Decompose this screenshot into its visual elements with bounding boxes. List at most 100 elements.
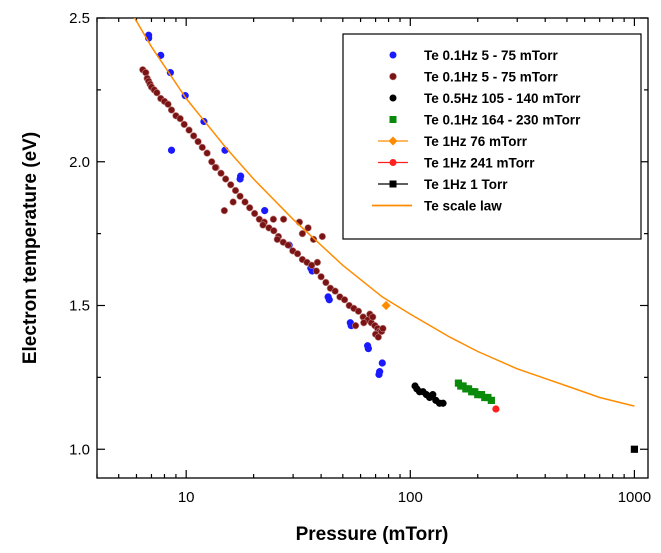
data-point: [237, 172, 245, 180]
legend-swatch: [389, 116, 397, 123]
data-point: [270, 227, 278, 235]
legend-swatch: [389, 159, 397, 166]
legend-label: Te 0.1Hz 5 - 75 mTorr: [424, 70, 559, 85]
data-point: [429, 391, 437, 399]
data-point: [231, 186, 240, 195]
legend-item: Te 1Hz 76 mTorr: [378, 134, 528, 149]
data-point: [208, 158, 216, 166]
data-point: [222, 175, 230, 183]
x-axis-title: Pressure (mTorr): [296, 524, 449, 545]
y-tick-label: 2.5: [69, 10, 90, 27]
data-point: [293, 250, 302, 258]
data-point: [203, 149, 211, 157]
data-point: [167, 106, 176, 114]
data-point: [198, 143, 206, 151]
tick-labels: 10 100 1000 1.0 1.5 2.0 2.5: [69, 10, 651, 506]
scale-law-line: [133, 18, 635, 407]
legend-item: Te 0.5Hz 105 - 140 mTorr: [389, 91, 581, 106]
legend-item: Te 0.1Hz 164 - 230 mTorr: [389, 113, 581, 128]
y-tick-label: 1.0: [69, 441, 90, 458]
data-point: [322, 278, 330, 287]
data-point: [229, 198, 237, 206]
series-7: [133, 18, 635, 407]
y-tick-label: 2.0: [69, 154, 90, 171]
series-5: [492, 405, 500, 413]
data-point: [284, 241, 292, 249]
data-point: [211, 163, 219, 172]
legend-item: Te 1Hz 241 mTorr: [378, 156, 535, 171]
legend-swatch: [389, 72, 397, 81]
series-4: [381, 300, 391, 311]
data-point: [227, 181, 235, 189]
data-point: [492, 405, 500, 413]
data-point: [360, 319, 368, 327]
data-point: [340, 296, 349, 304]
data-point: [241, 198, 249, 206]
data-point: [313, 258, 321, 266]
data-point: [318, 232, 326, 241]
data-point: [259, 221, 267, 229]
legend-swatch: [388, 136, 398, 146]
data-point: [298, 230, 306, 238]
legend-item: Te 0.1Hz 5 - 75 mTorr: [389, 70, 559, 85]
y-tick-label: 1.5: [69, 298, 90, 315]
data-point: [369, 313, 377, 321]
data-point: [269, 215, 277, 223]
data-point: [246, 204, 254, 212]
data-point: [176, 115, 184, 123]
data-point: [312, 267, 320, 275]
data-point: [376, 368, 384, 376]
series-1: [139, 66, 387, 341]
data-point: [220, 207, 228, 215]
data-point: [630, 445, 638, 453]
data-point: [381, 300, 391, 311]
data-point: [331, 287, 339, 295]
data-point: [325, 296, 333, 304]
series-6: [630, 445, 638, 453]
data-point: [190, 132, 198, 140]
data-point: [153, 89, 161, 97]
data-point: [217, 169, 225, 177]
data-point: [279, 215, 288, 223]
legend: Te 0.1Hz 5 - 75 mTorr Te 0.1Hz 5 - 75 mTo…: [342, 33, 642, 240]
data-point: [374, 333, 382, 341]
data-point: [378, 359, 386, 367]
data-point: [487, 396, 495, 404]
legend-label: Te scale law: [424, 199, 502, 214]
data-point: [166, 69, 174, 77]
legend-item: Te 0.1Hz 5 - 75 mTorr: [389, 48, 559, 63]
data-point: [354, 307, 363, 315]
series-3: [454, 379, 495, 404]
legend-swatch: [389, 180, 397, 188]
legend-swatch: [389, 94, 397, 102]
legend-label: Te 0.1Hz 164 - 230 mTorr: [424, 113, 581, 128]
x-tick-label: 1000: [618, 489, 651, 506]
series-2: [411, 382, 447, 407]
legend-label: Te 0.1Hz 5 - 75 mTorr: [424, 48, 559, 63]
series-layer: [133, 18, 638, 453]
data-point: [308, 261, 316, 269]
data-point: [180, 120, 188, 128]
data-point: [474, 391, 482, 399]
axis-ticks: [96, 17, 648, 478]
data-point: [439, 399, 447, 407]
x-tick-label: 10: [178, 489, 195, 506]
data-point: [164, 100, 172, 108]
data-point: [167, 146, 176, 154]
data-point: [185, 126, 193, 134]
data-point: [309, 235, 318, 243]
data-point: [364, 345, 372, 353]
data-point: [304, 224, 312, 232]
legend-label: Te 1Hz 241 mTorr: [424, 156, 535, 171]
data-point: [379, 324, 387, 333]
data-point: [251, 209, 259, 218]
series-0: [145, 31, 386, 379]
data-point: [351, 322, 360, 330]
legend-label: Te 1Hz 1 Torr: [424, 177, 508, 192]
data-point: [261, 207, 269, 215]
data-point: [317, 273, 325, 281]
legend-label: Te 0.5Hz 105 - 140 mTorr: [424, 91, 581, 106]
x-tick-label: 100: [398, 489, 423, 506]
data-point: [194, 138, 202, 146]
